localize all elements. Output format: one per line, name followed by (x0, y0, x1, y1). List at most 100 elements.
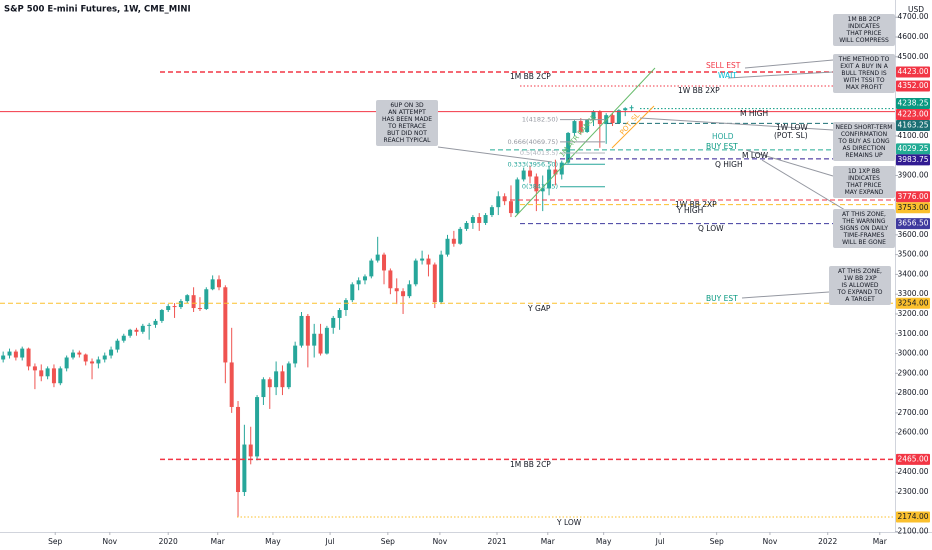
connector (741, 291, 830, 299)
candle-body (318, 333, 323, 354)
y-tick-label: 2800.00 (897, 388, 928, 397)
candle-body (591, 111, 596, 121)
annotation: 1M BB 2CP (510, 72, 551, 81)
candle-body (178, 301, 183, 308)
y-tick-label: 2400.00 (897, 467, 928, 476)
candle-body (7, 351, 12, 356)
candle-body (578, 121, 583, 132)
annotation: Y GAP (527, 304, 551, 313)
annotation: 1W BB 2XP (675, 200, 717, 209)
x-tick-label: Nov (763, 537, 778, 546)
note: AT THIS ZONE, 1W BB 2XP IS ALLOWED TO EX… (829, 266, 891, 305)
price-label-bg (896, 80, 930, 92)
candle-body (515, 179, 520, 214)
candle-body (242, 444, 247, 493)
note: 1D 1XP BB INDICATES THAT PRICE MAY EXPAN… (833, 166, 895, 198)
candle-body (159, 310, 164, 321)
candle-body (255, 397, 260, 457)
candle-body (502, 196, 507, 202)
candle-body (45, 368, 50, 377)
x-tick-label: Jul (325, 537, 335, 546)
x-tick-label: Nov (102, 537, 117, 546)
candle-body (197, 308, 202, 310)
y-tick-label: 2600.00 (897, 428, 928, 437)
candle-body (204, 289, 209, 310)
candle-body (280, 371, 285, 388)
x-tick-label: Nov (433, 537, 448, 546)
candle-body (312, 333, 317, 346)
candle-body (115, 340, 120, 350)
candle-body (305, 315, 310, 346)
connector (727, 71, 834, 79)
x-tick-label: May (596, 537, 612, 546)
x-tick-label: 2021 (487, 537, 506, 546)
candle-body (572, 121, 577, 133)
candle-body (528, 170, 533, 177)
price-label: 4238.25 (897, 99, 928, 108)
candle-body (70, 352, 75, 358)
axis-ticks: Sep Nov 2020 Mar May Jul Sep Nov 2021 Mar May Jul Se… (48, 12, 929, 546)
candle-body (610, 115, 615, 124)
candle-body (109, 349, 114, 356)
connector (761, 159, 846, 211)
connector (437, 146, 553, 163)
candle-body (229, 362, 234, 407)
candle-body (496, 196, 501, 208)
candle-body (464, 222, 469, 229)
price-label-bg (896, 109, 930, 121)
annotation: M LOW (742, 151, 769, 160)
candle-body (140, 325, 145, 332)
candle-body (58, 368, 63, 384)
candle-body (223, 287, 228, 363)
candle-body (261, 379, 266, 398)
price-label-bg (896, 511, 930, 523)
candle-body (356, 280, 361, 285)
price-label: 3776.00 (897, 192, 928, 201)
candle-body (451, 238, 456, 244)
candle-body (274, 371, 279, 388)
candle-body (432, 264, 437, 303)
candle-body (489, 207, 494, 216)
fib-label: 0.5(4013.5) (520, 149, 558, 157)
y-tick-label: 4700.00 (897, 12, 928, 21)
candle-body (413, 260, 418, 285)
x-tick-label: Mar (541, 537, 556, 546)
candle-body (286, 363, 291, 388)
y-tick-label: 2700.00 (897, 408, 928, 417)
candle-body (623, 108, 628, 111)
connector (745, 149, 834, 177)
candle-body (369, 260, 374, 277)
price-label: 4352.00 (897, 81, 928, 90)
candle-body (77, 352, 82, 355)
annotation: BUY EST (706, 294, 738, 303)
candle-body (236, 406, 241, 493)
annotation: M HIGH (740, 109, 768, 118)
candle-body (585, 120, 590, 132)
annotation: 1M BB 2CP (510, 460, 551, 469)
candle-body (13, 351, 18, 358)
candle-body (26, 348, 31, 367)
annotation: (POT. SL) (774, 131, 808, 140)
candle-body (362, 276, 367, 281)
candle-body (534, 176, 539, 192)
atr-trend-line (514, 67, 656, 218)
candles (1, 105, 634, 517)
candle-body (401, 291, 406, 297)
candle-body (508, 201, 513, 214)
price-label: 4423.00 (897, 67, 928, 76)
price-label-bg (896, 202, 930, 214)
price-label: 3656.50 (897, 219, 928, 228)
candle-body (458, 228, 463, 244)
candle-body (96, 359, 101, 364)
annotation: 1W LOW (776, 123, 808, 132)
note: 1M BB 2CP INDICATES THAT PRICE WILL COMP… (833, 14, 895, 46)
price-label-bg (896, 191, 930, 203)
price-label-bg (896, 98, 930, 110)
price-labels: 4423.00 4352.00 4238.25 4223.00 4163.25 4029.… (896, 66, 930, 523)
candle-body (547, 169, 552, 189)
candle-body (32, 366, 37, 371)
price-label-bg (896, 297, 930, 309)
candle-body (382, 254, 387, 271)
price-label-bg (896, 154, 930, 166)
